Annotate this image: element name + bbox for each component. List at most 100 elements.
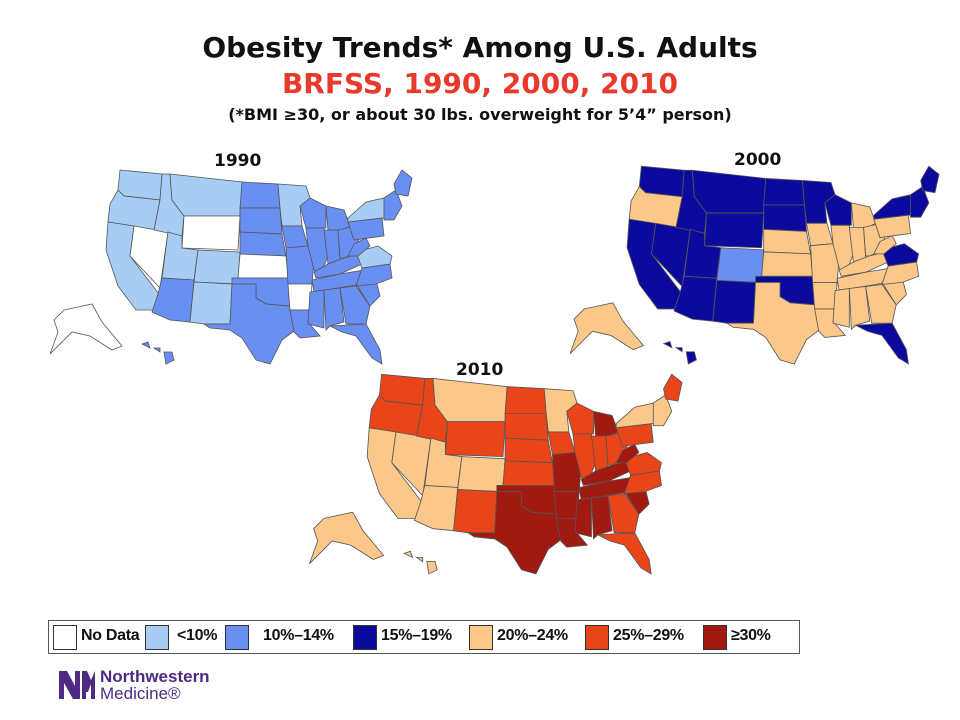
page-title: Obesity Trends* Among U.S. Adults	[202, 31, 758, 64]
state-ia	[806, 222, 834, 247]
year-label-2000: 2000	[734, 150, 782, 170]
state-ny	[873, 194, 916, 220]
state-wi	[299, 197, 327, 229]
us-map-2010	[309, 373, 683, 575]
state-ga	[865, 284, 897, 324]
state-hi	[140, 341, 175, 365]
state-az	[151, 277, 195, 323]
state-me	[663, 373, 683, 402]
state-mo	[551, 452, 582, 493]
state-ne	[504, 437, 553, 464]
state-tx	[466, 491, 566, 575]
state-ms	[307, 289, 325, 329]
state-ne-states	[383, 189, 403, 221]
state-az	[673, 275, 718, 322]
state-wa	[638, 165, 685, 198]
state-ak	[309, 511, 385, 564]
legend-swatch	[145, 625, 169, 650]
title-block: Obesity Trends* Among U.S. Adults BRFSS,…	[0, 30, 960, 126]
state-va	[881, 243, 920, 267]
state-ne-states	[910, 185, 930, 218]
state-nd	[239, 181, 281, 209]
state-me	[920, 165, 940, 194]
state-tx	[725, 282, 824, 365]
state-ar	[554, 491, 580, 519]
state-ks	[502, 460, 555, 486]
state-wi	[824, 194, 852, 226]
state-mt	[691, 169, 767, 214]
state-ia	[547, 431, 576, 456]
state-fl	[853, 322, 909, 365]
state-wi	[566, 402, 594, 435]
state-sd	[763, 204, 807, 232]
us-map-2000	[569, 165, 940, 365]
state-me	[393, 169, 413, 197]
legend-label: ≥30%	[731, 627, 771, 644]
state-ne	[763, 228, 812, 255]
state-ny	[347, 197, 389, 223]
legend-label: 20%–24%	[497, 627, 568, 644]
state-nd	[763, 177, 805, 206]
state-ga	[339, 285, 371, 325]
state-ms	[832, 288, 850, 328]
state-sd	[504, 412, 549, 441]
legend-label: 15%–19%	[381, 627, 452, 644]
state-ks	[237, 253, 289, 279]
legend-label: 10%–14%	[263, 627, 334, 644]
state-wy	[704, 212, 765, 249]
state-mo	[285, 245, 315, 285]
state-ga	[607, 493, 640, 534]
state-mt	[432, 377, 508, 423]
state-nd	[504, 386, 547, 414]
state-ms	[574, 497, 592, 538]
legend-swatch	[225, 625, 249, 650]
state-va	[355, 245, 393, 269]
state-nm	[453, 489, 498, 534]
state-ak	[49, 303, 123, 355]
state-mo	[810, 243, 840, 283]
legend-swatch	[53, 625, 77, 650]
state-hi	[403, 550, 438, 575]
us-map-1990	[49, 169, 413, 365]
state-va	[623, 452, 662, 476]
legend-label: No Data	[81, 627, 140, 644]
state-al	[323, 287, 345, 331]
nm-logo-icon	[59, 671, 95, 699]
bmi-note: (*BMI ≥30, or about 30 lbs. overweight f…	[228, 105, 732, 124]
state-mn	[277, 183, 311, 227]
state-wa	[117, 169, 163, 201]
state-mn	[543, 388, 578, 433]
legend: No Data <10% 10%–14% 15%–19% 20%–24% 25%…	[48, 620, 800, 654]
state-ar	[287, 283, 313, 311]
state-ia	[281, 225, 309, 249]
state-wy	[444, 421, 506, 458]
logo-text-northwestern: Northwestern	[100, 667, 210, 686]
state-nm	[189, 281, 233, 325]
year-label-2010: 2010	[456, 360, 504, 380]
state-ks	[761, 251, 814, 277]
state-ar	[812, 282, 838, 310]
legend-swatch	[703, 625, 727, 650]
state-nm	[712, 279, 756, 324]
state-ne	[239, 231, 287, 257]
legend-swatch	[585, 625, 609, 650]
state-fl	[328, 323, 383, 365]
logo-text-medicine: Medicine®	[100, 684, 181, 703]
state-hi	[662, 341, 697, 365]
state-az	[413, 485, 459, 532]
state-al	[848, 286, 871, 331]
state-mn	[801, 180, 836, 224]
state-ny	[615, 402, 658, 429]
legend-swatch	[353, 625, 377, 650]
state-ak	[569, 302, 645, 355]
state-mt	[169, 173, 243, 217]
state-wy	[181, 215, 241, 251]
legend-label: <10%	[177, 627, 218, 644]
state-al	[591, 495, 613, 540]
state-wa	[379, 373, 426, 406]
legend-swatch	[469, 625, 493, 650]
state-sd	[239, 207, 283, 235]
northwestern-medicine-logo: Northwestern Medicine®	[58, 668, 258, 704]
year-label-1990: 1990	[214, 151, 262, 171]
legend-label: 25%–29%	[613, 627, 684, 644]
